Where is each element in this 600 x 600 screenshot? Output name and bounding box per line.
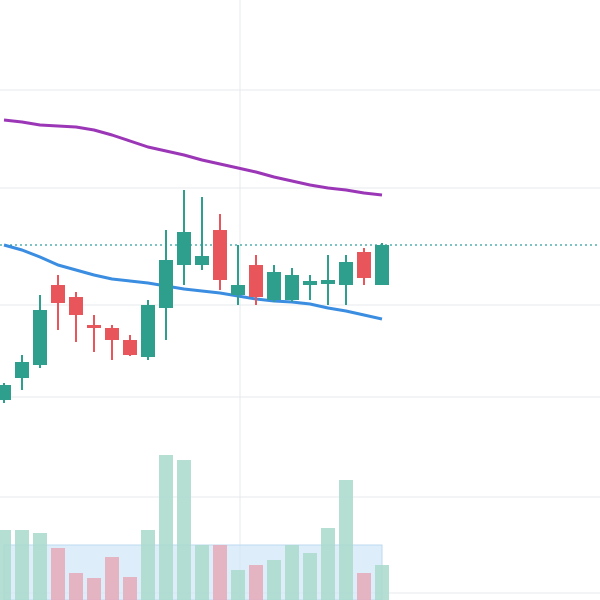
candle-body bbox=[357, 252, 371, 278]
candle-body bbox=[285, 275, 299, 300]
candle-body bbox=[303, 281, 317, 285]
volume-bar bbox=[51, 548, 65, 600]
volume-bar bbox=[177, 460, 191, 600]
volume-bar bbox=[249, 565, 263, 600]
volume-bar bbox=[285, 545, 299, 600]
candle-body bbox=[321, 280, 335, 284]
candle-body bbox=[105, 328, 119, 340]
candle-body bbox=[51, 285, 65, 303]
volume-bar bbox=[357, 573, 371, 600]
candle-body bbox=[0, 385, 11, 400]
volume-bar bbox=[105, 557, 119, 600]
volume-bar bbox=[0, 530, 11, 600]
volume-bar bbox=[15, 530, 29, 600]
ma-line bbox=[3, 243, 383, 321]
candle-body bbox=[249, 265, 263, 297]
volume-bar bbox=[339, 480, 353, 600]
candle-body bbox=[339, 262, 353, 285]
volume-bar bbox=[87, 578, 101, 600]
volume-bar bbox=[267, 560, 281, 600]
candle-body bbox=[123, 340, 137, 355]
candle-body bbox=[69, 297, 83, 315]
volume-bar bbox=[159, 455, 173, 600]
volume-bar bbox=[375, 565, 389, 600]
volume-bar bbox=[123, 577, 137, 600]
volume-bar bbox=[141, 530, 155, 600]
candle-body bbox=[15, 362, 29, 378]
volume-bar bbox=[195, 545, 209, 600]
volume-bar bbox=[321, 528, 335, 600]
volume-bar bbox=[33, 533, 47, 600]
candle-body bbox=[141, 305, 155, 357]
candle-body bbox=[33, 310, 47, 365]
candle-body bbox=[87, 325, 101, 328]
candle-body bbox=[267, 272, 281, 300]
candle-body bbox=[231, 285, 245, 295]
volume-bar bbox=[213, 545, 227, 600]
candle-body bbox=[213, 230, 227, 280]
volume-bar bbox=[231, 570, 245, 600]
candle-body bbox=[375, 245, 389, 285]
volume-bar bbox=[303, 553, 317, 600]
volume-bar bbox=[69, 573, 83, 600]
ma-line bbox=[3, 118, 383, 197]
candle-body bbox=[177, 232, 191, 265]
candle-body bbox=[195, 256, 209, 265]
candle-body bbox=[159, 260, 173, 308]
